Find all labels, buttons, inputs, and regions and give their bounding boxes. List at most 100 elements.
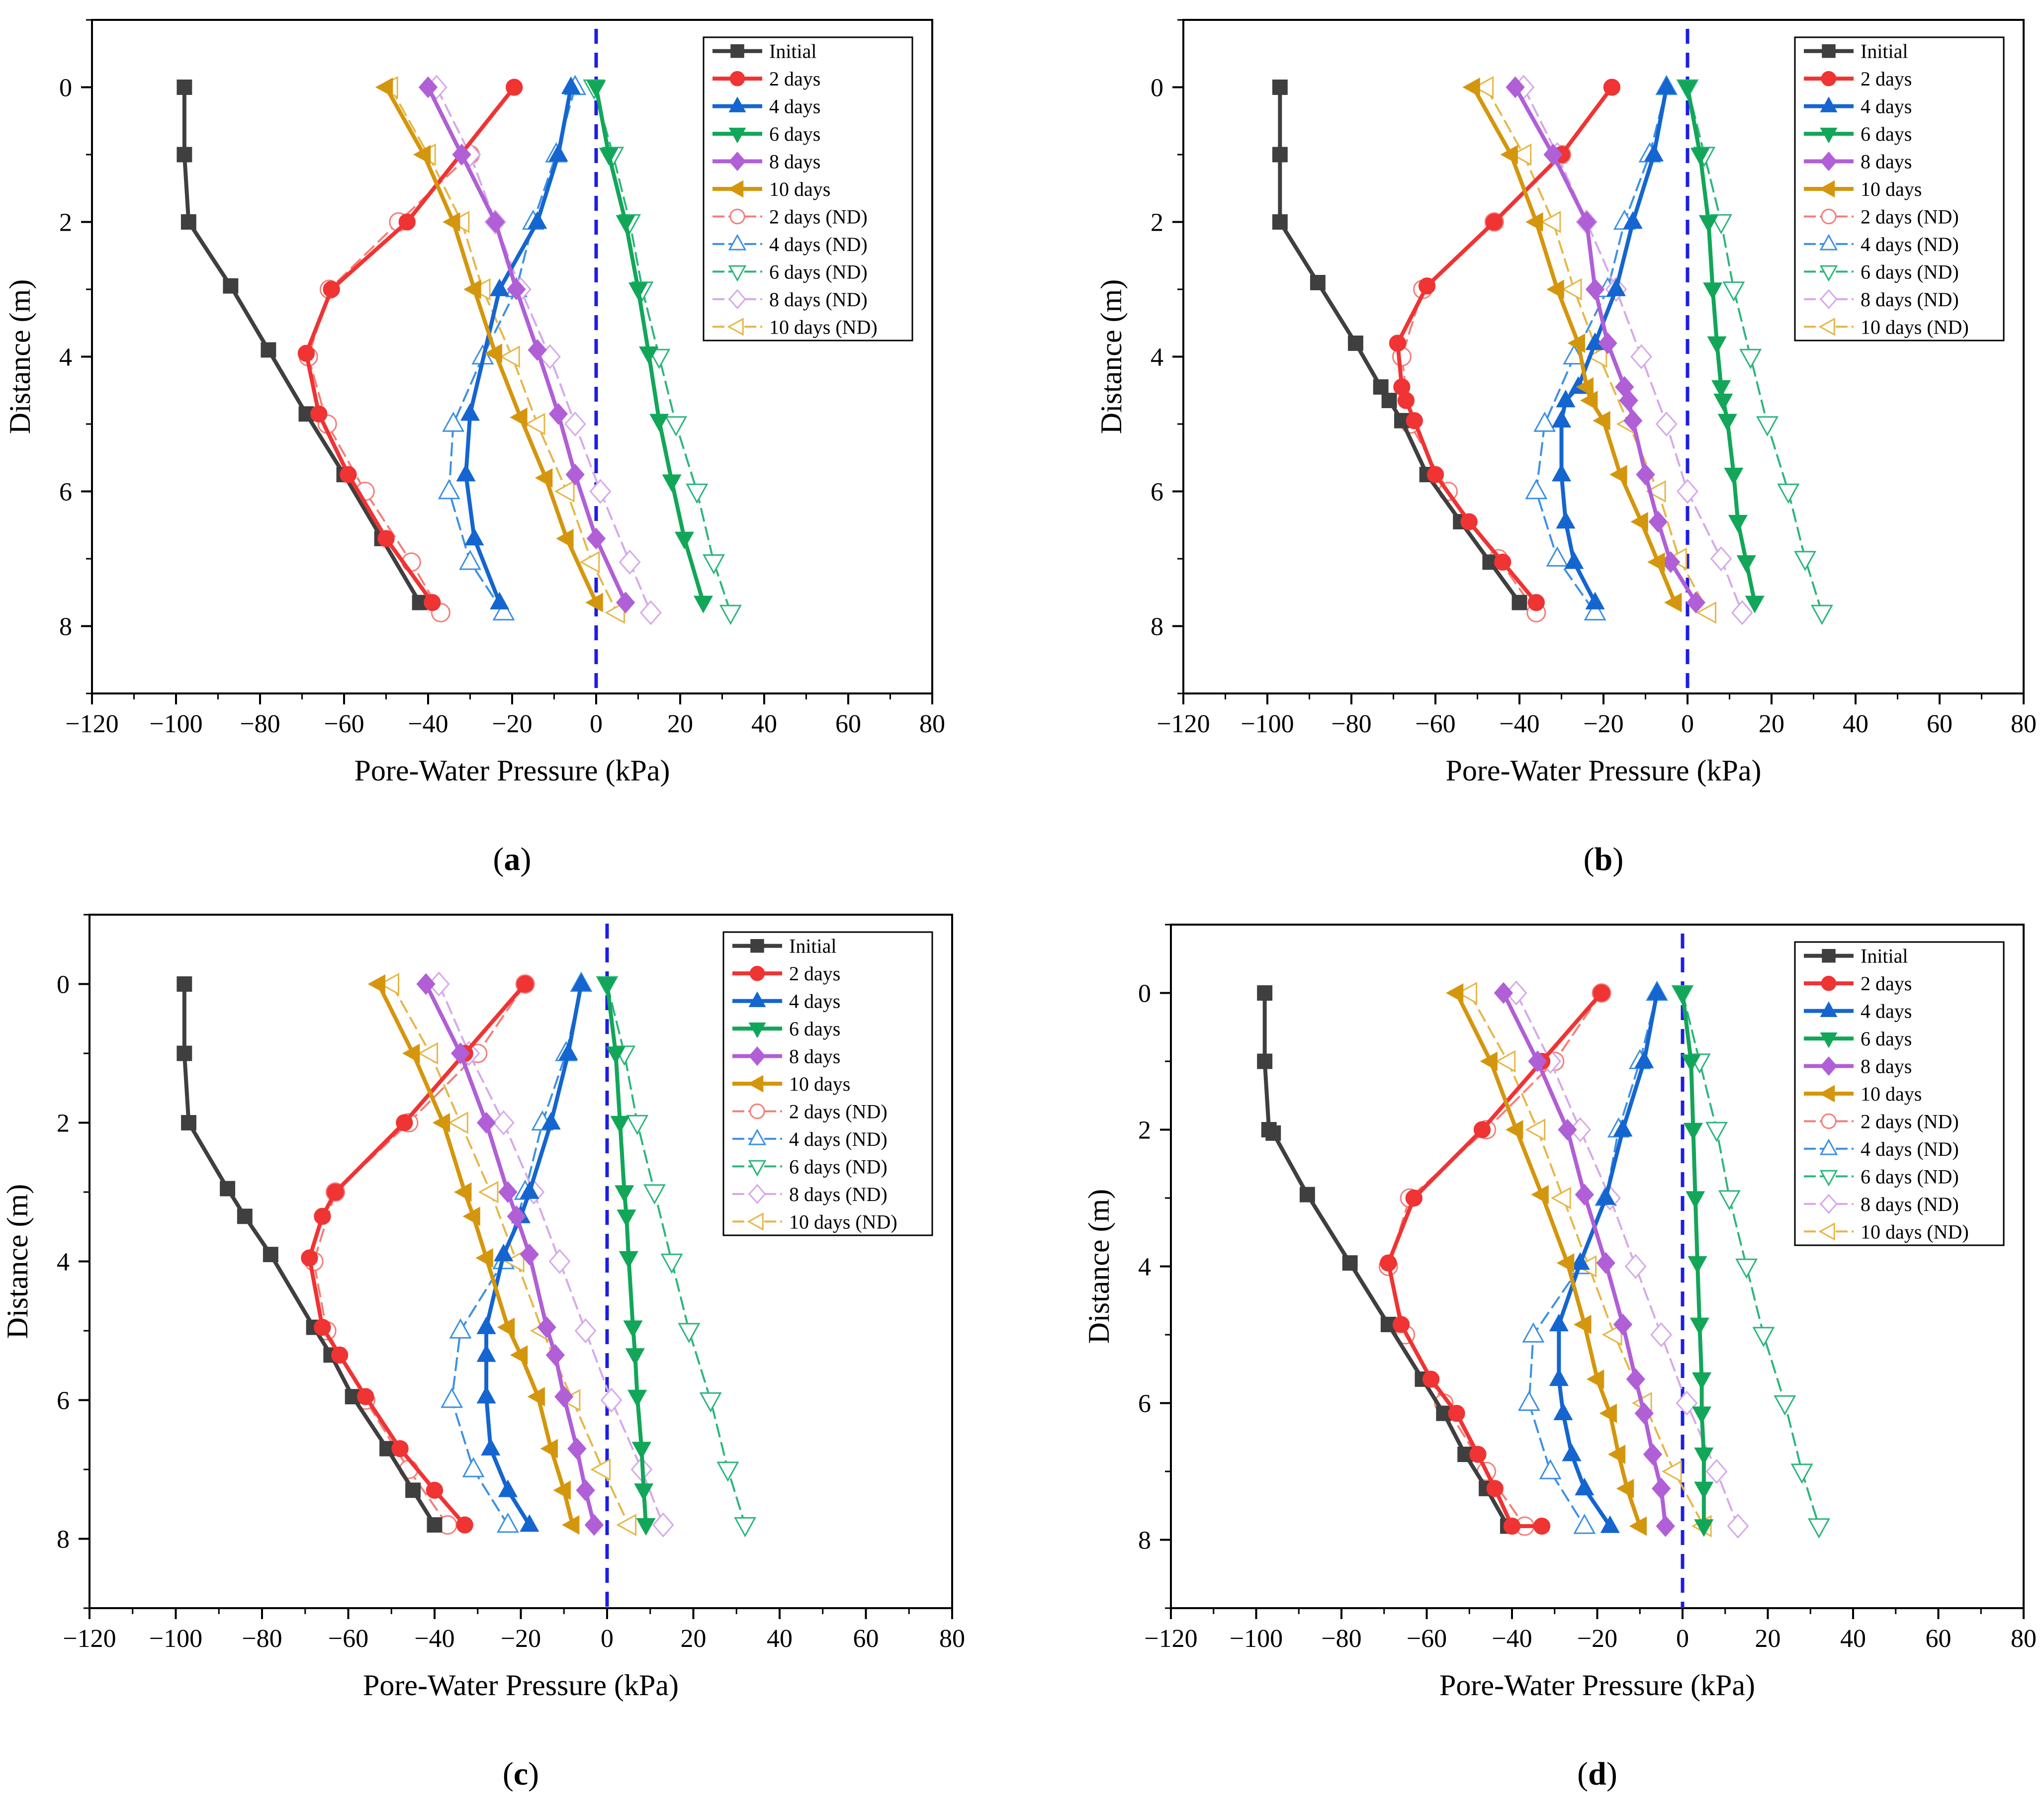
data-point-initial — [181, 215, 196, 229]
y-tick-label: 8 — [57, 1526, 70, 1554]
data-point-2-days — [1604, 79, 1620, 95]
data-point-4-days-nd — [439, 481, 459, 499]
data-point-initial — [177, 80, 191, 94]
data-point-initial — [1273, 215, 1287, 229]
data-point-6-days — [1718, 414, 1736, 430]
legend-label: 2 days (ND) — [1861, 1110, 1959, 1132]
legend-label: 10 days — [1861, 178, 1922, 200]
data-point-10-days-nd — [592, 1460, 610, 1479]
panel-label-open: ( — [1584, 841, 1595, 877]
data-point-6-days-nd — [666, 417, 686, 435]
y-axis-title: Distance (m) — [1095, 279, 1128, 434]
legend-label: 2 days — [1861, 68, 1912, 90]
data-point-8-days — [477, 1113, 495, 1133]
legend-swatch-marker — [1822, 72, 1836, 86]
data-point-8-days — [1637, 464, 1655, 485]
legend-swatch-marker — [750, 966, 765, 981]
data-point-initial — [1512, 596, 1527, 610]
x-tick-label: −120 — [1144, 1625, 1197, 1653]
data-point-10-days-nd — [1497, 1051, 1515, 1071]
data-point-2-days — [1393, 1316, 1409, 1332]
legend-swatch-marker — [730, 72, 745, 86]
series-6-days — [587, 81, 712, 612]
x-tick-label: −120 — [63, 1625, 116, 1653]
data-point-initial — [220, 1182, 235, 1196]
legend-label: 6 days (ND) — [1861, 260, 1959, 283]
data-point-6-days — [1689, 1257, 1706, 1273]
series-line-10-days — [1457, 993, 1640, 1527]
data-point-8-days — [566, 464, 584, 485]
legend-label: 10 days (ND) — [789, 1210, 897, 1233]
data-point-2-days — [396, 1115, 412, 1130]
x-tick-label: 60 — [853, 1625, 879, 1653]
legend-label: 6 days (ND) — [769, 260, 868, 283]
panel-label-open: ( — [493, 841, 504, 877]
data-point-2-days — [1423, 1371, 1439, 1387]
data-point-4-days — [465, 529, 483, 545]
data-point-6-days — [676, 532, 694, 548]
legend-label: 6 days — [1861, 1028, 1912, 1050]
data-point-6-days-nd — [644, 1185, 664, 1203]
y-tick-label: 2 — [59, 209, 72, 237]
data-point-6-days-nd — [627, 1116, 647, 1133]
data-point-4-days — [1658, 78, 1676, 93]
legend-label: 4 days — [769, 95, 820, 118]
data-point-2-days — [1470, 1446, 1486, 1462]
data-point-initial — [1311, 275, 1325, 290]
legend: Initial2 days4 days6 days8 days10 days2 … — [704, 37, 912, 341]
data-point-2-days — [424, 595, 440, 610]
data-point-4-days-nd — [1575, 1515, 1595, 1533]
data-point-6-days — [637, 1519, 655, 1535]
chart-panel-d: −120−100−80−60−40−2002040608002468Pore-W… — [1082, 925, 2037, 1792]
legend-label: 8 days (ND) — [789, 1183, 888, 1205]
legend-label: 8 days — [1861, 1055, 1912, 1078]
x-tick-label: 20 — [667, 710, 693, 738]
legend-swatch-marker — [1822, 209, 1836, 224]
data-point-6-days-nd — [718, 1462, 738, 1480]
data-point-4-days — [1563, 1445, 1581, 1461]
data-point-10-days-nd — [556, 482, 574, 502]
panel-label: (c) — [503, 1756, 539, 1792]
data-point-6-days-nd — [687, 484, 707, 502]
data-point-6-days-nd — [1758, 417, 1777, 435]
x-tick-label: −20 — [492, 710, 532, 738]
data-point-4-days — [1550, 1315, 1568, 1331]
x-tick-label: 80 — [939, 1625, 965, 1653]
data-point-initial — [1273, 80, 1287, 94]
data-point-10-days-nd — [1663, 1461, 1681, 1481]
data-point-8-days-nd — [494, 1112, 514, 1134]
data-point-6-days — [618, 1210, 635, 1226]
data-point-6-days-nd — [1795, 552, 1815, 570]
data-point-8-days-nd — [641, 602, 661, 624]
legend-label: 10 days — [769, 178, 830, 200]
data-point-initial — [181, 1116, 196, 1130]
data-point-8-days-nd — [653, 1514, 673, 1537]
y-tick-label: 6 — [1138, 1390, 1151, 1418]
y-tick-label: 4 — [59, 344, 72, 372]
data-point-6-days-nd — [662, 1254, 682, 1272]
data-point-10-days-nd — [1527, 1120, 1545, 1140]
legend-swatch-marker — [1822, 976, 1836, 991]
data-point-8-days — [587, 528, 605, 549]
data-point-4-days — [477, 1345, 495, 1361]
series-line-10-days — [386, 87, 597, 603]
y-tick-label: 6 — [1151, 478, 1163, 507]
legend-label: 6 days — [769, 123, 820, 145]
data-point-6-days — [1737, 556, 1755, 572]
legend-swatch-marker — [730, 209, 745, 224]
data-point-8-days-nd — [1707, 1460, 1727, 1483]
data-point-8-days — [417, 974, 435, 994]
data-point-2-days — [1419, 278, 1435, 294]
x-axis-title: Pore-Water Pressure (kPa) — [355, 754, 670, 787]
data-point-6-days — [626, 1349, 644, 1365]
data-point-4-days — [1565, 552, 1583, 568]
y-axis-title: Distance (m) — [1, 1184, 34, 1339]
legend-label: 2 days — [789, 962, 840, 985]
data-point-10-days-nd — [581, 552, 599, 572]
data-point-8-days-nd — [1631, 345, 1651, 368]
data-point-8-days-nd — [1732, 602, 1752, 624]
series-line-6-days — [596, 87, 703, 603]
legend-label: 10 days — [789, 1073, 850, 1095]
legend-label: 10 days (ND) — [1861, 316, 1969, 338]
data-point-6-days — [598, 978, 616, 994]
